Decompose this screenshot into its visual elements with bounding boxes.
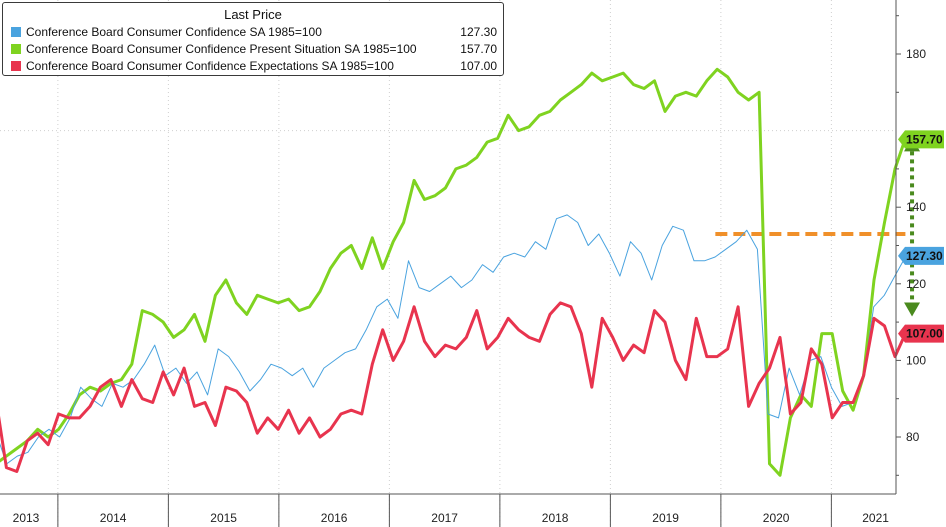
legend: Last Price Conference Board Consumer Con… [2,2,504,76]
legend-swatch-overall [11,27,21,37]
value-badge-label: 107.00 [906,327,943,341]
series-line-2 [0,301,907,473]
legend-label-present-situation: Conference Board Consumer Confidence Pre… [26,42,417,56]
grid-lines [0,0,896,527]
y-tick-label: 180 [906,47,926,61]
y-tick-label: 100 [906,353,926,367]
y-tick-label: 80 [906,430,920,444]
x-tick-label: 2018 [542,511,569,525]
value-badge-shape [898,246,944,265]
legend-swatch-present-situation [11,44,21,54]
arrow-head-down-icon [904,302,921,317]
series-line-1 [0,67,907,477]
value-badge-label: 157.70 [906,132,943,146]
x-tick-label: 2014 [100,511,127,525]
annotations [715,137,921,317]
value-badge: 107.00 [898,324,944,343]
legend-value-expectations: 107.00 [460,59,497,73]
legend-title: Last Price [224,7,282,22]
legend-value-present-situation: 157.70 [460,42,497,56]
value-badge-label: 127.30 [906,249,943,263]
value-badge-shape [898,324,944,343]
legend-item-overall: Conference Board Consumer Confidence SA … [11,24,497,40]
x-tick-label: 2015 [210,511,237,525]
legend-item-present-situation: Conference Board Consumer Confidence Pre… [11,41,497,57]
legend-label-overall: Conference Board Consumer Confidence SA … [26,25,322,39]
value-badge: 157.70 [898,130,944,149]
series-lines [0,67,907,477]
value-badge: 127.30 [898,246,944,265]
legend-value-overall: 127.30 [460,25,497,39]
legend-swatch-expectations [11,61,21,71]
x-tick-label: 2016 [321,511,348,525]
x-tick-label: 2013 [13,511,40,525]
x-tick-label: 2021 [862,511,889,525]
y-tick-label: 120 [906,277,926,291]
legend-label-expectations: Conference Board Consumer Confidence Exp… [26,59,394,73]
legend-item-expectations: Conference Board Consumer Confidence Exp… [11,58,497,74]
x-tick-label: 2019 [652,511,679,525]
x-tick-label: 2017 [431,511,458,525]
x-tick-label: 2020 [763,511,790,525]
value-badge-shape [898,130,944,149]
y-tick-label: 140 [906,200,926,214]
